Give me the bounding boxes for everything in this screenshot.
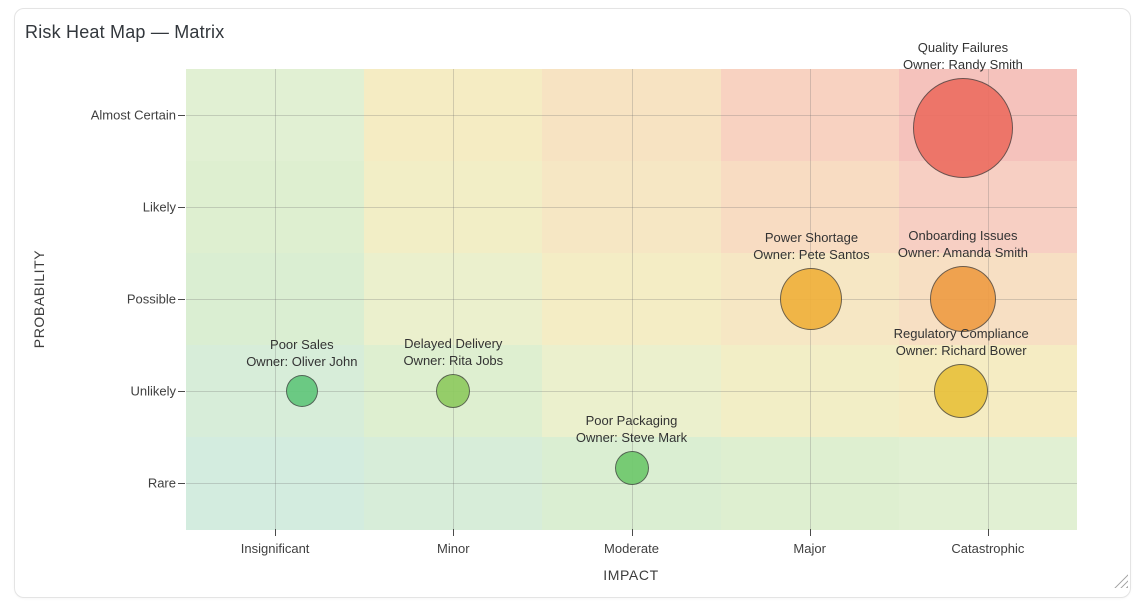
heat-cell: [542, 253, 722, 346]
risk-name-label: Delayed Delivery: [404, 336, 503, 351]
risk-bubble-label: Regulatory Compliance Owner: Richard Bowe…: [894, 325, 1029, 359]
risk-owner-label: Owner: Amanda Smith: [897, 245, 1028, 260]
risk-owner-label: Owner: Richard Bower: [895, 343, 1027, 358]
y-axis-tick-label: Possible: [126, 291, 176, 307]
gridline-vertical: [631, 69, 633, 529]
risk-name-label: Poor Sales: [270, 337, 334, 352]
x-axis-tick-label: Catastrophic: [951, 541, 1025, 556]
risk-bubble-label: Onboarding Issues Owner: Amanda Smith: [898, 227, 1028, 261]
y-axis-tick: [178, 483, 185, 484]
x-axis-title: IMPACT: [603, 567, 659, 583]
risk-bubble[interactable]: [912, 77, 1013, 178]
risk-bubble-label: Delayed Delivery Owner: Rita Jobs: [403, 335, 503, 369]
risk-bubble-label: Power Shortage Owner: Pete Santos: [753, 229, 869, 263]
risk-bubble[interactable]: [929, 266, 996, 332]
heat-cell: [720, 69, 900, 162]
gridline-horizontal: [186, 207, 1077, 208]
risk-bubble-label: Poor Packaging Owner: Steve Mark: [576, 412, 687, 446]
heat-cell: [186, 69, 365, 162]
x-axis-tick: [987, 529, 989, 536]
heat-cell: [720, 437, 900, 530]
risk-bubble[interactable]: [436, 374, 471, 408]
y-axis-tick: [178, 207, 185, 208]
y-axis-tick: [178, 391, 185, 392]
y-axis-tick-label: Likely: [142, 199, 176, 215]
heat-cell: [898, 345, 1078, 438]
heat-cell: [542, 345, 722, 438]
risk-name-label: Quality Failures: [917, 39, 1009, 55]
chart-card: Risk Heat Map — Matrix Insignificant Mino…: [14, 8, 1131, 598]
heat-cell: [542, 161, 722, 254]
heat-cell: [186, 345, 365, 438]
heat-cell: [186, 253, 365, 346]
x-axis-tick: [453, 529, 455, 536]
x-axis-tick-label: Major: [793, 541, 826, 556]
gridline-vertical: [453, 69, 455, 529]
risk-bubble[interactable]: [614, 451, 649, 486]
heat-cell: [542, 69, 722, 162]
x-axis-tick-label: Moderate: [604, 541, 659, 556]
risk-bubble-label: Quality Failures Owner: Randy Smith: [903, 39, 1023, 73]
y-axis-title: PROBABILITY: [31, 249, 47, 349]
x-axis-tick: [809, 529, 811, 536]
risk-owner-label: Owner: Pete Santos: [753, 247, 870, 262]
risk-name-label: Regulatory Compliance: [893, 326, 1029, 341]
risk-name-label: Poor Packaging: [585, 413, 678, 429]
risk-bubble[interactable]: [285, 375, 318, 407]
risk-owner-label: Owner: Steve Mark: [575, 430, 688, 446]
chart-title: Risk Heat Map — Matrix: [25, 22, 225, 42]
risk-bubble[interactable]: [780, 268, 843, 330]
heat-cell: [364, 253, 543, 346]
heat-cell: [186, 161, 365, 254]
heat-cell: [898, 437, 1078, 530]
risk-bubble[interactable]: [934, 364, 989, 418]
heat-cell: [364, 69, 543, 162]
gridline-horizontal: [186, 115, 1077, 116]
resize-handle-icon[interactable]: [1110, 570, 1128, 588]
x-axis-tick: [275, 529, 277, 536]
y-axis-tick-label: Almost Certain: [90, 107, 176, 123]
gridline-horizontal: [186, 391, 1077, 392]
x-axis-tick-label: Minor: [437, 541, 470, 556]
y-axis-tick-label: Rare: [147, 475, 176, 491]
risk-owner-label: Owner: Rita Jobs: [403, 353, 504, 368]
risk-name-label: Onboarding Issues: [908, 228, 1018, 243]
risk-owner-label: Owner: Randy Smith: [902, 56, 1023, 72]
y-axis-tick: [178, 115, 185, 116]
y-axis-tick-label: Unlikely: [130, 383, 176, 399]
y-axis-tick: [178, 299, 185, 300]
heat-cell: [364, 437, 543, 530]
x-axis-tick-label: Insignificant: [240, 541, 310, 556]
heat-cell: [898, 161, 1078, 254]
heat-cell: [186, 437, 365, 530]
heat-cell: [720, 161, 900, 254]
risk-owner-label: Owner: Oliver John: [246, 354, 358, 369]
gridline-vertical: [275, 69, 277, 529]
heat-cell: [720, 345, 900, 438]
risk-bubble-label: Poor Sales Owner: Oliver John: [246, 336, 357, 370]
heat-cell: [364, 161, 543, 254]
gridline-horizontal: [186, 299, 1077, 300]
risk-name-label: Power Shortage: [764, 230, 859, 245]
x-axis-tick: [631, 529, 633, 536]
